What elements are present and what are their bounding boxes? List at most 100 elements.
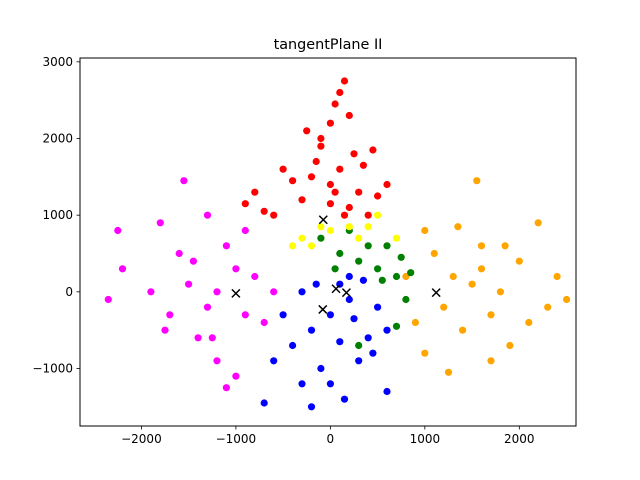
x-axis: −2000 −1000 0 1000 2000	[121, 426, 535, 446]
data-point-s4-9	[407, 269, 415, 277]
data-point-s2-1	[232, 265, 240, 273]
data-point-s5-4	[364, 223, 372, 231]
data-point-s0-15	[251, 188, 259, 196]
data-point-s0-16	[374, 192, 382, 200]
data-point-s0-17	[336, 88, 344, 97]
data-point-s0-26	[279, 165, 287, 173]
data-point-s2-15	[203, 211, 212, 219]
data-point-s0-23	[383, 180, 391, 189]
centroid-layer	[231, 215, 441, 314]
data-point-s3-11	[307, 403, 316, 411]
data-point-s0-24	[317, 142, 325, 150]
data-point-s1-12	[473, 177, 481, 185]
data-point-s0-20	[340, 211, 349, 219]
x-tick-label-1: −1000	[216, 432, 257, 446]
data-point-s3-2	[307, 326, 316, 334]
data-point-s5-3	[345, 223, 353, 231]
data-point-s2-24	[260, 318, 268, 327]
data-point-s3-7	[317, 364, 325, 373]
data-point-s3-0	[326, 311, 334, 319]
data-point-s5-9	[355, 234, 363, 242]
data-point-s4-10	[392, 322, 401, 330]
data-point-s5-2	[317, 223, 325, 231]
data-point-s2-10	[166, 311, 174, 319]
data-point-s1-9	[459, 326, 467, 334]
data-point-s3-1	[345, 295, 353, 304]
data-point-s1-21	[454, 223, 462, 231]
data-point-s1-19	[525, 318, 533, 327]
data-point-s4-2	[374, 265, 382, 273]
data-point-s1-22	[501, 242, 509, 250]
data-point-s1-8	[544, 303, 552, 311]
data-point-s1-24	[553, 272, 561, 281]
data-point-s2-8	[175, 249, 183, 258]
data-point-s3-24	[350, 315, 358, 323]
data-point-s0-1	[326, 180, 334, 189]
data-point-s3-20	[383, 326, 391, 334]
data-point-s0-19	[359, 161, 367, 169]
data-point-s0-22	[345, 111, 353, 120]
data-point-s3-14	[345, 272, 353, 281]
centroid-marker-4	[341, 288, 351, 298]
data-point-s0-6	[355, 188, 363, 196]
data-point-s0-5	[336, 165, 344, 173]
plot-frame	[79, 57, 577, 427]
data-point-s0-21	[260, 207, 268, 215]
data-point-s1-18	[402, 272, 410, 281]
x-tick-label-4: 2000	[504, 432, 535, 446]
data-point-s2-6	[194, 334, 202, 342]
data-point-s2-7	[251, 272, 259, 281]
data-point-s4-3	[392, 272, 401, 281]
data-point-s5-1	[307, 242, 316, 250]
data-point-s0-3	[345, 203, 353, 212]
data-point-s4-6	[317, 234, 325, 242]
data-point-s0-27	[369, 146, 377, 154]
data-point-s3-17	[336, 338, 344, 346]
data-point-s3-3	[364, 334, 372, 342]
centroid-marker-1	[431, 288, 441, 298]
data-point-s1-4	[440, 303, 448, 311]
data-point-s4-8	[383, 242, 391, 250]
data-point-s3-6	[355, 357, 363, 365]
data-point-s1-17	[444, 368, 453, 376]
data-point-s4-0	[336, 249, 344, 258]
data-point-s2-11	[213, 357, 221, 365]
data-point-s2-9	[118, 265, 127, 273]
data-point-s1-0	[468, 280, 476, 288]
data-point-s2-25	[147, 288, 155, 296]
y-tick-label-1: 0	[65, 285, 73, 299]
data-point-s3-18	[312, 280, 320, 288]
data-point-s1-7	[430, 249, 438, 258]
data-point-s2-23	[208, 334, 216, 342]
data-point-s0-7	[326, 119, 334, 127]
centroid-marker-5	[318, 304, 328, 314]
data-point-s2-21	[161, 326, 169, 334]
data-point-s1-13	[506, 341, 514, 350]
centroid-marker-3	[331, 284, 341, 294]
data-point-s1-5	[515, 257, 523, 265]
data-point-s3-21	[270, 357, 278, 365]
data-point-s5-7	[326, 226, 334, 235]
data-point-s0-11	[307, 173, 316, 181]
x-tick-label-2: 0	[327, 432, 335, 446]
data-point-s2-12	[232, 372, 240, 380]
data-point-s3-23	[298, 380, 306, 388]
data-point-s2-20	[222, 384, 230, 392]
y-tick-label-3: 2000	[42, 132, 73, 146]
x-tick-label-0: −2000	[121, 432, 162, 446]
x-tick-label-3: 1000	[410, 432, 441, 446]
data-point-s2-3	[241, 311, 249, 319]
data-point-s5-0	[298, 234, 306, 242]
data-point-s1-20	[477, 265, 486, 273]
data-point-s1-10	[411, 318, 419, 327]
data-point-s2-13	[104, 295, 112, 304]
data-point-s0-13	[289, 177, 297, 185]
data-point-s1-14	[421, 226, 429, 235]
data-point-s2-18	[180, 177, 188, 185]
data-point-s4-12	[378, 276, 386, 284]
data-point-s2-4	[185, 280, 193, 288]
data-point-s3-9	[289, 341, 297, 350]
data-point-s0-28	[331, 188, 339, 196]
y-axis: −1000 0 1000 2000 3000	[32, 55, 80, 376]
